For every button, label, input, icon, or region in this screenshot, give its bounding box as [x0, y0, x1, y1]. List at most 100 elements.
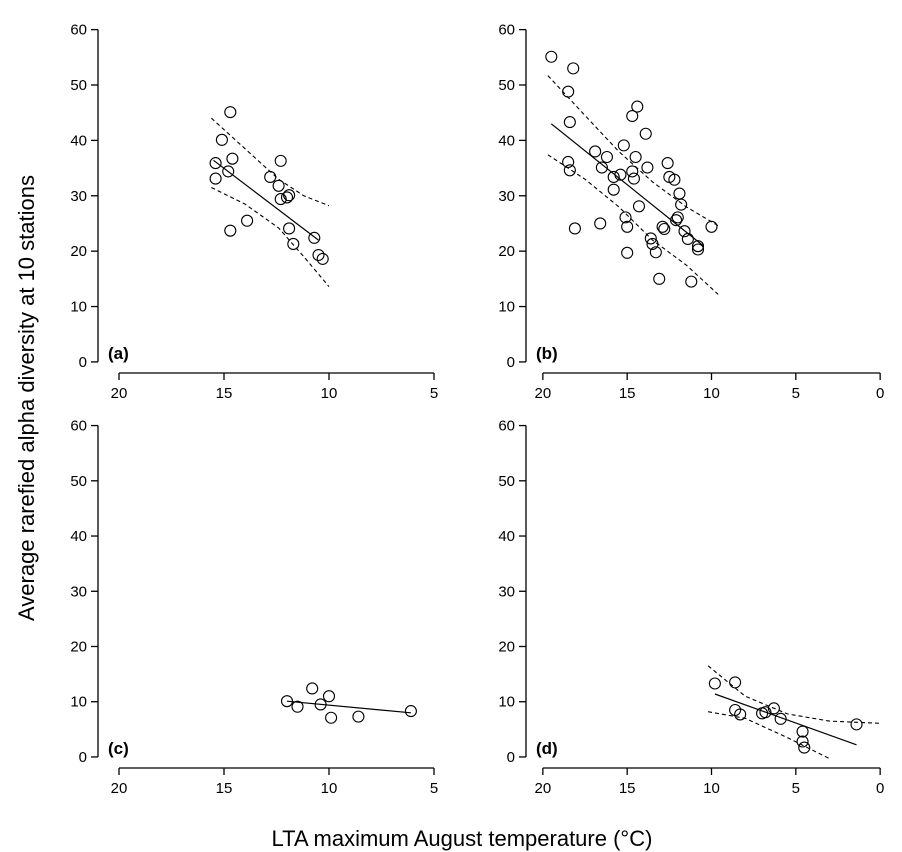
data-point [287, 237, 300, 251]
data-point [759, 706, 772, 719]
panel-label: (c) [108, 739, 129, 758]
data-point [545, 50, 558, 63]
data-point [312, 248, 325, 262]
data-point [241, 214, 254, 227]
data-point [562, 155, 575, 169]
data-point [314, 698, 327, 711]
data-point [209, 172, 222, 185]
panel-a: 0 10 20 30 40 50 60 20 15 10 5 (a) [70, 22, 438, 402]
y-tick-label: 40 [70, 132, 87, 149]
data-point [691, 243, 705, 256]
data-point [224, 224, 237, 237]
panel-c: 0 10 20 30 40 50 60 20 15 10 5 (c) [70, 418, 438, 797]
data-point [226, 152, 239, 165]
data-point [404, 705, 417, 718]
y-tick-label: 60 [498, 22, 515, 39]
data-point [352, 710, 365, 723]
x-tick-label: 20 [535, 385, 552, 402]
data-point [595, 161, 608, 174]
y-tick-label: 20 [498, 638, 515, 655]
data-point [600, 150, 613, 164]
data-point [627, 172, 640, 185]
y-tick-label: 10 [498, 299, 515, 316]
data-point [691, 240, 705, 253]
data-point [283, 189, 296, 202]
data-point [661, 157, 674, 170]
data-point [708, 677, 721, 690]
x-tick-label: 15 [216, 385, 233, 402]
panel-label: (a) [108, 344, 129, 363]
x-axis-title: LTA maximum August temperature (°C) [272, 826, 653, 851]
data-point [626, 109, 639, 123]
x-tick-label: 5 [430, 385, 438, 402]
data-point [562, 85, 575, 98]
y-tick-label: 30 [70, 188, 87, 205]
data-point [774, 712, 787, 725]
x-tick-label: 10 [703, 780, 720, 797]
y-tick-label: 40 [498, 132, 515, 149]
ci-lower-line [547, 154, 719, 295]
data-point [568, 222, 581, 235]
data-point [607, 170, 620, 183]
ci-upper-line [707, 665, 881, 724]
x-tick-label: 5 [792, 780, 800, 797]
data-point [272, 179, 285, 192]
data-point [629, 150, 642, 164]
data-point [563, 116, 576, 129]
data-point [280, 695, 294, 708]
data-point [639, 127, 652, 140]
x-tick-label: 5 [430, 780, 438, 797]
data-point [274, 193, 287, 206]
y-tick-label: 0 [79, 749, 87, 766]
x-tick-label: 0 [876, 780, 884, 797]
y-tick-label: 20 [498, 243, 515, 260]
x-tick-label: 10 [321, 780, 338, 797]
data-point [607, 183, 620, 196]
data-point [589, 145, 602, 158]
data-point [291, 700, 304, 713]
data-point [264, 170, 277, 183]
data-point [308, 231, 321, 244]
y-tick-label: 20 [70, 243, 87, 260]
data-point [617, 139, 630, 152]
x-tick-label: 20 [535, 780, 552, 797]
data-point [632, 200, 646, 213]
y-tick-label: 40 [498, 528, 515, 545]
data-point [796, 735, 809, 748]
y-tick-label: 50 [70, 77, 87, 94]
y-axis-title: Average rarefied alpha diversity at 10 s… [14, 175, 39, 621]
x-tick-label: 15 [216, 780, 233, 797]
data-point [283, 222, 296, 235]
x-tick-label: 10 [321, 385, 338, 402]
data-point [678, 225, 691, 238]
x-tick-label: 5 [792, 385, 800, 402]
y-tick-label: 30 [498, 583, 515, 600]
ci-upper-line [211, 117, 330, 207]
data-point [670, 214, 683, 227]
data-point [656, 220, 669, 233]
y-tick-label: 0 [79, 354, 87, 371]
y-tick-label: 30 [70, 583, 87, 600]
data-point [798, 741, 811, 754]
y-tick-label: 0 [507, 749, 515, 766]
x-tick-label: 20 [111, 780, 128, 797]
data-point [796, 725, 809, 738]
panel-label: (d) [536, 739, 558, 758]
data-point [563, 164, 576, 177]
y-tick-label: 10 [70, 299, 87, 316]
y-tick-label: 60 [498, 418, 515, 435]
x-tick-label: 10 [703, 385, 720, 402]
x-tick-label: 20 [111, 385, 128, 402]
data-point [316, 252, 329, 265]
y-tick-label: 10 [70, 694, 87, 711]
y-tick-label: 30 [498, 188, 515, 205]
data-point [681, 232, 694, 246]
data-point [567, 62, 580, 75]
data-point [658, 222, 671, 236]
ci-upper-line [547, 75, 719, 227]
data-point [222, 165, 235, 178]
data-point [614, 168, 627, 181]
data-point [215, 133, 228, 146]
